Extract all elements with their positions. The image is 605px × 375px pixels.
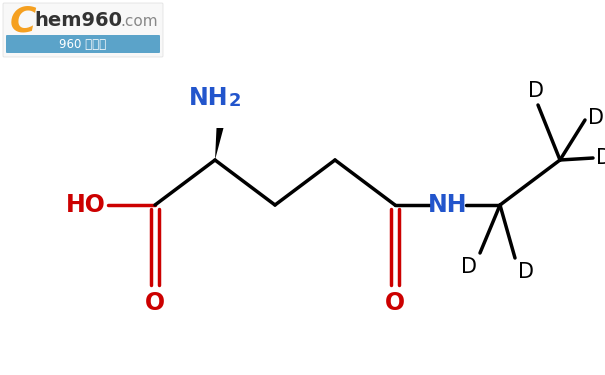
- Text: HO: HO: [66, 193, 106, 217]
- Text: hem960: hem960: [34, 12, 122, 30]
- Text: O: O: [145, 291, 165, 315]
- Text: D: D: [588, 108, 604, 128]
- Text: 960 化工网: 960 化工网: [59, 38, 106, 51]
- Text: C: C: [10, 5, 36, 39]
- Text: O: O: [385, 291, 405, 315]
- Polygon shape: [215, 128, 223, 160]
- Text: .com: .com: [120, 13, 158, 28]
- Text: NH: NH: [428, 193, 468, 217]
- Text: D: D: [518, 262, 534, 282]
- Text: D: D: [528, 81, 544, 101]
- Text: D: D: [596, 148, 605, 168]
- Text: 2: 2: [229, 92, 241, 110]
- FancyBboxPatch shape: [3, 3, 163, 57]
- Text: NH: NH: [189, 86, 228, 110]
- Text: D: D: [461, 257, 477, 277]
- FancyBboxPatch shape: [6, 35, 160, 53]
